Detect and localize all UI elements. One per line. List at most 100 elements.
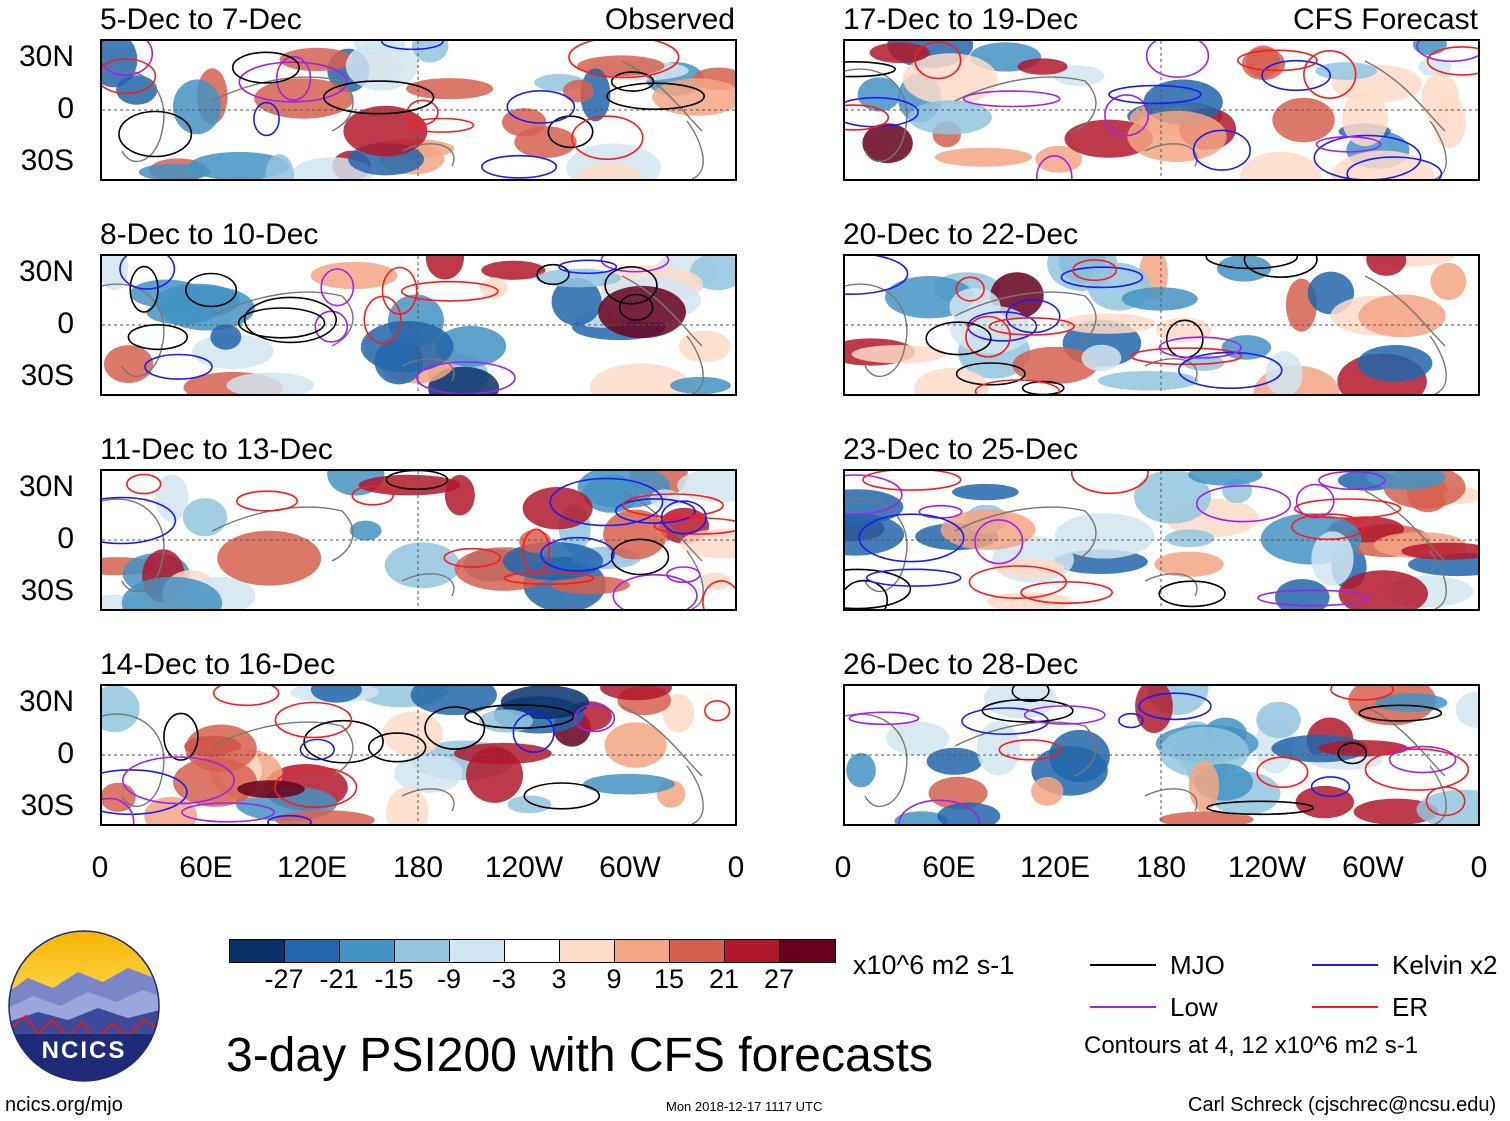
panel-title-right-2: 20-Dec to 22-Dec: [843, 218, 1079, 251]
anomaly-shade: [928, 776, 988, 810]
wave-contour: [275, 55, 312, 101]
anomaly-shade: [1188, 471, 1263, 486]
anomaly-shade: [360, 320, 454, 373]
panel-title-left-4: 14-Dec to 16-Dec: [100, 648, 336, 681]
wave-contour: [845, 568, 912, 609]
wave-contour: [547, 115, 594, 149]
psi200-field: [845, 41, 1478, 179]
anomaly-shade: [894, 811, 948, 824]
coastline: [102, 705, 704, 824]
map-panel-left-1: [100, 39, 737, 181]
anomaly-shade: [851, 345, 947, 364]
anomaly-shade: [182, 498, 228, 537]
wave-contour: [1036, 155, 1073, 179]
wave-contour: [1303, 49, 1357, 100]
colorbar-label: -3: [491, 964, 516, 994]
anomaly-shade: [1245, 45, 1281, 78]
wave-contour: [102, 496, 177, 545]
y-tick-label: 30N: [18, 685, 74, 718]
wave-contour: [1358, 704, 1443, 722]
anomaly-shade: [1059, 313, 1156, 334]
legend-line-mjo: [1090, 964, 1156, 966]
x-tick-label: 0: [91, 851, 109, 884]
wave-contour: [962, 90, 1061, 108]
anomaly-shade: [914, 368, 989, 394]
psi200-field: [102, 41, 735, 179]
wave-contour: [381, 41, 444, 51]
anomaly-shade: [102, 782, 136, 812]
wave-contour: [523, 782, 601, 810]
wave-contour: [925, 321, 992, 356]
x-tick-label: 0: [834, 851, 852, 884]
psi200-field: [845, 256, 1478, 394]
wave-contour: [237, 307, 326, 339]
panel-title-left-3: 11-Dec to 13-Dec: [100, 433, 333, 466]
y-tick-label: 30S: [20, 144, 74, 177]
wave-contour: [967, 311, 1038, 342]
colorbar-swatch: [670, 940, 725, 962]
wave-contour: [845, 579, 889, 609]
wave-contour: [1145, 41, 1210, 78]
anomaly-shade: [406, 78, 494, 100]
colorbar-swatch: [285, 940, 340, 962]
anomaly-shade: [1035, 145, 1083, 173]
anomaly-shade: [1366, 471, 1446, 490]
x-tick-label: 60E: [179, 851, 233, 884]
anomaly-shade: [394, 754, 463, 793]
wave-contour: [1388, 745, 1457, 774]
x-tick-label: 120E: [276, 851, 348, 884]
wave-contour: [573, 704, 616, 733]
y-tick-label: 0: [57, 92, 74, 125]
panel-tag-observed: Observed: [604, 3, 735, 36]
anomaly-shade: [937, 802, 1001, 824]
wave-contour: [974, 379, 1061, 394]
legend-label-er: ER: [1392, 992, 1429, 1022]
wave-contour: [464, 704, 575, 729]
y-tick-label: 30N: [18, 40, 74, 73]
wave-contour: [1060, 266, 1144, 289]
wave-contour: [955, 276, 985, 302]
anomaly-shade: [908, 100, 992, 135]
legend-label-low: Low: [1170, 992, 1218, 1022]
wave-contour: [1243, 256, 1318, 278]
anomaly-shade: [116, 75, 158, 105]
colorbar-label: -21: [319, 964, 359, 994]
anomaly-shade: [846, 753, 876, 788]
wave-contour: [660, 500, 707, 535]
coastline: [102, 275, 704, 394]
wave-contour: [610, 71, 655, 92]
coastline: [102, 490, 704, 609]
wave-contour: [512, 712, 555, 754]
anomaly-shade: [1053, 65, 1105, 87]
anomaly-shade: [1031, 776, 1064, 806]
colorbar-swatch: [395, 940, 450, 962]
wave-contour: [1011, 686, 1050, 703]
anomaly-shade: [121, 576, 223, 609]
wave-contour: [968, 565, 1068, 600]
anomaly-shade: [926, 747, 983, 775]
y-tick-label: 30N: [18, 255, 74, 288]
anomaly-shade: [1159, 811, 1254, 824]
colorbar-swatch: [450, 940, 505, 962]
wave-contour: [238, 61, 348, 103]
colorbar-swatch: [230, 940, 285, 962]
x-tick-label: 0: [727, 851, 745, 884]
anomaly-shade: [680, 528, 735, 559]
map-panel-right-1: [843, 39, 1480, 181]
wave-contour: [274, 766, 358, 809]
anomaly-shade: [1430, 262, 1467, 300]
wave-contour: [1104, 94, 1150, 137]
wave-contour: [862, 471, 962, 491]
anomaly-shade: [310, 261, 398, 290]
wave-contour: [600, 256, 670, 273]
anomaly-shade: [1256, 701, 1301, 738]
anomaly-shade: [583, 773, 675, 795]
x-tick-label: 60E: [922, 851, 976, 884]
map-panel-right-2: [843, 254, 1480, 396]
anomaly-shade: [265, 154, 294, 179]
anomaly-shade: [1338, 570, 1428, 609]
anomaly-shade: [952, 483, 1019, 501]
footer-url[interactable]: ncics.org/mjo: [5, 1094, 123, 1116]
x-tick-label: 120W: [1227, 851, 1307, 884]
wave-contour: [1192, 129, 1252, 171]
